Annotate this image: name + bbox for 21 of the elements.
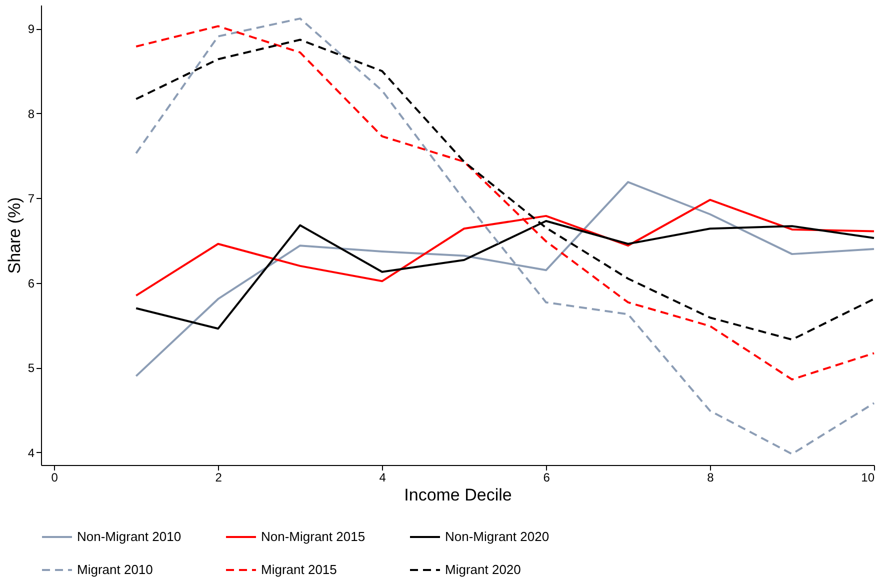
x-tick-label: 6 <box>543 470 550 484</box>
y-tick-label: 6 <box>28 276 35 290</box>
legend-label: Non-Migrant 2015 <box>261 529 366 544</box>
y-tick-label: 4 <box>28 446 35 460</box>
y-axis-title: Share (%) <box>4 197 24 274</box>
y-tick-label: 8 <box>28 106 35 121</box>
legend-label: Migrant 2015 <box>261 562 337 577</box>
x-tick-label: 0 <box>51 470 58 484</box>
x-tick-label: 8 <box>707 470 714 484</box>
x-tick-label: 2 <box>215 470 222 484</box>
line-series <box>135 18 875 455</box>
y-tick-label: 9 <box>28 22 35 36</box>
legend-label: Non-Migrant 2020 <box>445 529 550 544</box>
x-axis-title: Income Decile <box>404 486 512 504</box>
x-tick-label: 4 <box>379 470 386 484</box>
legend-label: Migrant 2020 <box>445 562 521 577</box>
legend-label: Migrant 2010 <box>77 562 153 577</box>
x-tick-label: 10 <box>861 470 875 484</box>
legend-label: Non-Migrant 2010 <box>77 529 182 544</box>
y-tick-label: 7 <box>28 192 35 206</box>
y-tick-label: 5 <box>28 361 35 376</box>
